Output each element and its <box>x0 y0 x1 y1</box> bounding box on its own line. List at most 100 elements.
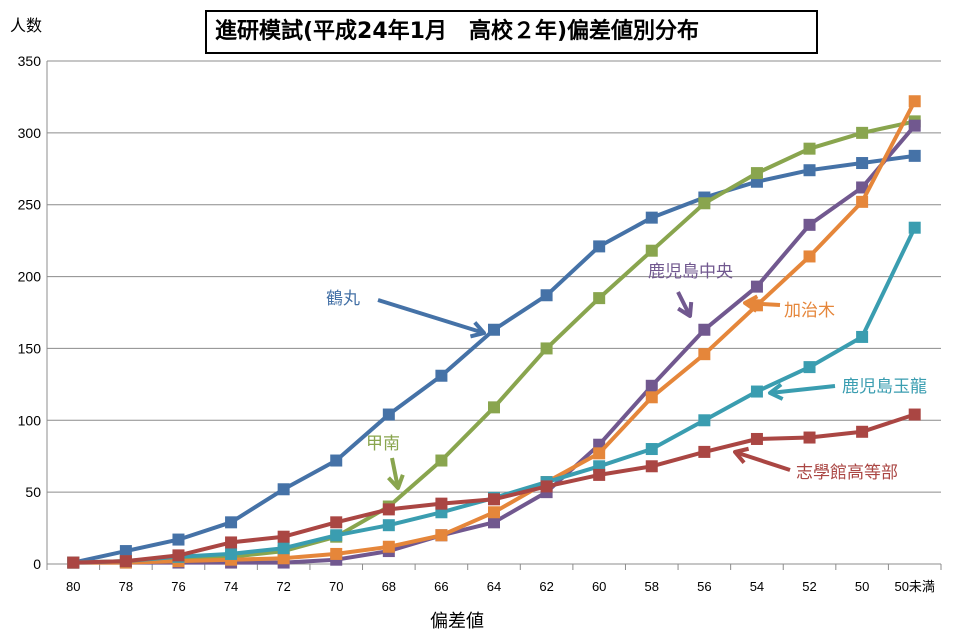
data-point <box>908 119 921 132</box>
data-point <box>803 164 816 177</box>
data-point <box>172 549 185 562</box>
x-axis-title: 偏差値 <box>430 611 484 632</box>
x-tick-label: 56 <box>697 579 711 594</box>
data-point <box>382 519 395 532</box>
data-point <box>593 468 606 481</box>
data-point <box>225 536 238 549</box>
data-point <box>750 432 763 445</box>
x-tick-label: 54 <box>750 579 764 594</box>
data-point <box>908 221 921 234</box>
data-point <box>277 483 290 496</box>
chart-title: 進研模試(平成24年1月 高校２年)偏差値別分布 <box>205 10 818 54</box>
x-tick-label: 50未満 <box>894 579 934 594</box>
callout-arrow-line <box>676 291 692 317</box>
data-point <box>435 369 448 382</box>
series-label: 加治木 <box>784 301 835 321</box>
data-point <box>645 379 658 392</box>
data-point <box>488 401 500 414</box>
callout-arrow-head <box>387 474 405 490</box>
data-point <box>645 211 658 224</box>
gridlines <box>47 60 941 493</box>
data-point <box>698 414 711 427</box>
x-tick-label: 52 <box>802 579 816 594</box>
data-point <box>330 454 343 467</box>
data-point <box>593 292 606 305</box>
x-tick-label: 66 <box>434 579 448 594</box>
data-point <box>645 443 658 456</box>
y-tick-label: 50 <box>25 484 41 500</box>
data-point <box>277 552 290 565</box>
y-tick-label: 300 <box>18 125 42 141</box>
data-point <box>593 447 606 460</box>
x-tick-label: 50 <box>855 579 869 594</box>
data-point <box>488 516 500 529</box>
data-point <box>382 540 395 553</box>
data-point <box>856 425 869 438</box>
callout-arrow-line <box>769 384 836 395</box>
series-label: 志學館高等部 <box>796 463 898 483</box>
data-point <box>540 289 553 302</box>
data-point <box>645 391 658 404</box>
callout-arrow-head <box>743 294 759 313</box>
series-group <box>67 95 921 569</box>
callout-arrow-head <box>768 382 784 401</box>
series-label: 甲南 <box>366 434 400 454</box>
x-tick-label: 80 <box>66 579 80 594</box>
data-point <box>645 244 658 257</box>
data-point <box>67 556 80 569</box>
y-tick-label: 100 <box>18 412 42 428</box>
x-tick-label: 58 <box>645 579 659 594</box>
data-point <box>435 454 448 467</box>
data-point <box>908 95 921 108</box>
data-point <box>803 431 816 444</box>
data-point <box>803 218 816 231</box>
data-point <box>750 385 763 398</box>
data-point <box>119 545 132 558</box>
data-point <box>435 529 448 542</box>
data-point <box>382 503 395 516</box>
y-tick-label: 250 <box>18 197 42 213</box>
x-tick-label: 64 <box>487 579 501 594</box>
data-point <box>803 142 816 155</box>
data-point <box>856 181 869 194</box>
data-point <box>750 167 763 180</box>
data-point <box>225 516 238 529</box>
series-line <box>73 412 916 565</box>
data-point <box>277 530 290 543</box>
callout-arrow-head <box>733 446 750 464</box>
data-point <box>856 330 869 343</box>
data-point <box>330 529 343 542</box>
data-point <box>382 408 395 421</box>
data-point <box>330 547 343 560</box>
data-point <box>698 348 711 361</box>
data-point <box>488 323 500 336</box>
data-point <box>645 460 658 473</box>
y-tick-label: 0 <box>33 556 41 572</box>
x-tick-label: 72 <box>276 579 290 594</box>
callout-arrow-line <box>377 298 485 335</box>
callout-arrow-line <box>734 450 791 472</box>
callout-arrow-line <box>390 457 400 489</box>
data-point <box>908 408 921 421</box>
y-tick-label: 350 <box>18 53 42 69</box>
data-point <box>803 361 816 374</box>
data-point <box>435 497 448 510</box>
x-tick-label: 70 <box>329 579 343 594</box>
data-point <box>856 126 869 139</box>
data-point <box>856 157 869 170</box>
x-tick-label: 78 <box>119 579 133 594</box>
data-point <box>540 480 553 493</box>
data-point <box>172 533 185 546</box>
y-axis-title: 人数 <box>10 16 42 35</box>
data-point <box>593 240 606 253</box>
data-point <box>698 197 711 210</box>
data-point <box>488 493 500 506</box>
data-point <box>435 506 448 519</box>
data-point <box>698 323 711 336</box>
series-label: 鹿児島中央 <box>648 262 733 282</box>
x-tick-label: 62 <box>539 579 553 594</box>
x-tick-label: 74 <box>224 579 238 594</box>
callout-arrow-head <box>677 301 694 318</box>
data-point <box>908 149 921 162</box>
